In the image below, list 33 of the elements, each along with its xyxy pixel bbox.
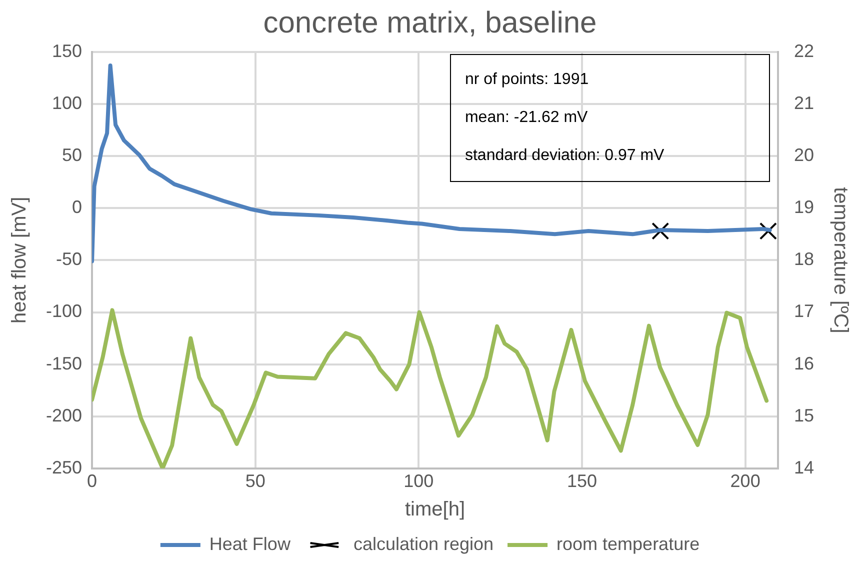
x-tick-label: 150	[566, 471, 598, 492]
y-tick-label: -50	[56, 249, 82, 270]
y2-tick-label: 15	[794, 405, 814, 426]
y2-tick-label: 14	[794, 457, 814, 478]
y2-axis-title: temperature [ºC]	[829, 187, 852, 334]
y2-tick-label: 18	[794, 249, 814, 270]
x-tick-label: 50	[245, 471, 266, 492]
x-tick-label: 0	[87, 471, 98, 492]
legend-label: calculation region	[353, 534, 494, 554]
y2-tick-label: 21	[794, 93, 814, 114]
chart-title: concrete matrix, baseline	[263, 6, 597, 40]
y-axis-title: heat flow [mV]	[8, 196, 31, 324]
legend-label: room temperature	[556, 534, 700, 554]
x-tick-label: 200	[730, 471, 760, 492]
y-tick-label: -250	[46, 457, 82, 478]
annotation: standard deviation: 0.97 mV	[464, 146, 666, 166]
y2-tick-label: 16	[794, 353, 814, 374]
y2-tick-label: 19	[794, 197, 814, 218]
annotation: mean: -21.62 mV	[464, 108, 589, 128]
y-tick-label: -200	[46, 405, 82, 426]
y2-tick-label: 22	[794, 40, 814, 61]
y2-tick-label: 20	[794, 145, 814, 166]
y-tick-label: 0	[72, 197, 82, 218]
y-tick-label: -100	[46, 301, 82, 322]
y-tick-label: 50	[62, 145, 82, 166]
x-axis-title: time[h]	[404, 498, 466, 521]
y-tick-label: 100	[52, 93, 82, 114]
y-tick-label: -150	[46, 353, 82, 374]
annotation: nr of points: 1991	[464, 70, 590, 90]
legend-label: Heat Flow	[209, 534, 292, 554]
y-tick-label: 150	[52, 40, 82, 61]
x-tick-label: 100	[404, 471, 434, 492]
y2-tick-label: 17	[794, 301, 814, 322]
